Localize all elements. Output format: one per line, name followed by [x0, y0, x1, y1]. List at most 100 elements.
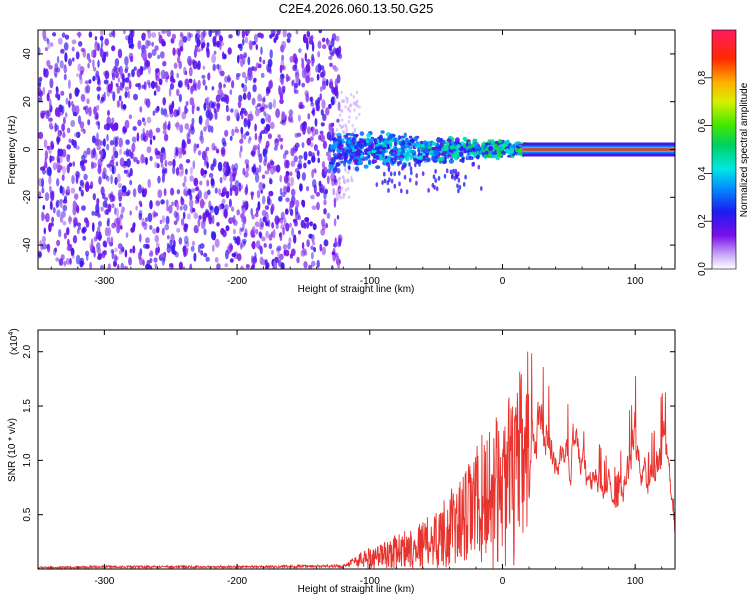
noise-cell — [288, 109, 294, 116]
noise-cell — [46, 243, 51, 253]
noise-cell — [168, 204, 173, 214]
noise-cell — [46, 59, 51, 67]
noise-cell — [312, 241, 316, 246]
noise-cell — [306, 239, 310, 248]
noise-cell — [64, 52, 68, 63]
noise-cell — [47, 40, 51, 50]
noise-cell — [193, 252, 197, 262]
signal-cell — [457, 177, 461, 183]
noise-cell — [320, 86, 323, 93]
signal-cell — [402, 164, 405, 170]
noise-cell — [277, 134, 281, 139]
noise-cell — [140, 153, 145, 164]
noise-cell — [41, 187, 45, 194]
noise-cell — [166, 235, 170, 240]
noise-cell — [222, 229, 227, 238]
noise-cell — [268, 177, 272, 185]
noise-cell — [240, 265, 244, 269]
noise-cell — [342, 130, 345, 134]
noise-cell — [150, 80, 156, 89]
noise-cell — [358, 105, 361, 109]
noise-cell — [128, 44, 133, 49]
signal-cell — [375, 182, 379, 188]
noise-cell — [265, 123, 271, 132]
noise-cell — [185, 101, 189, 106]
noise-cell — [55, 257, 60, 262]
snr-panel: -300 -200 -100 0 100 0.5 1.0 1.5 2.0 Height of s… — [7, 328, 676, 595]
noise-cell — [48, 175, 52, 185]
noise-cell — [170, 187, 175, 196]
noise-cell — [159, 219, 163, 225]
noise-cell — [207, 72, 211, 81]
noise-cell — [56, 164, 61, 170]
noise-cell — [233, 228, 236, 235]
noise-cell — [66, 245, 72, 252]
noise-cell — [192, 240, 195, 246]
noise-cell — [311, 205, 317, 211]
noise-cell — [344, 168, 347, 173]
noise-cell — [184, 105, 188, 115]
noise-cell — [190, 245, 195, 252]
noise-cell — [228, 34, 233, 39]
noise-cell — [249, 113, 254, 121]
noise-cell — [234, 180, 240, 188]
signal-cell — [374, 146, 380, 151]
noise-cell — [71, 104, 76, 114]
noise-cell — [62, 116, 66, 125]
noise-cell — [136, 132, 140, 142]
noise-cell — [306, 30, 311, 38]
noise-cell — [311, 126, 316, 137]
y-tick-label: 2.0 — [22, 344, 33, 358]
signal-cell — [349, 142, 354, 148]
noise-cell — [350, 178, 353, 182]
noise-cell — [335, 128, 339, 132]
noise-cell — [223, 208, 228, 219]
noise-cell — [82, 226, 87, 233]
noise-cell — [180, 196, 183, 202]
signal-cell — [367, 151, 371, 155]
noise-cell — [297, 114, 301, 122]
noise-cell — [181, 139, 186, 149]
noise-cell — [285, 73, 289, 83]
noise-cell — [104, 70, 110, 80]
noise-cell — [38, 96, 43, 103]
noise-cell — [147, 64, 151, 75]
noise-cell — [109, 140, 114, 146]
noise-cell — [321, 37, 326, 43]
noise-cell — [278, 232, 282, 238]
noise-cell — [288, 222, 293, 228]
noise-cell — [355, 90, 359, 95]
noise-cell — [80, 70, 84, 76]
signal-cell — [393, 171, 397, 177]
noise-cell — [320, 109, 324, 116]
noise-cell — [138, 251, 142, 261]
noise-cell — [190, 85, 195, 92]
signal-cell — [449, 169, 453, 175]
noise-cell — [160, 199, 165, 205]
signal-cell — [488, 147, 491, 151]
noise-cell — [203, 103, 207, 110]
noise-cell — [344, 105, 347, 109]
signal-cell — [346, 151, 352, 155]
signal-cell — [443, 173, 447, 179]
noise-cell — [274, 138, 279, 148]
noise-cell — [72, 161, 76, 167]
noise-cell — [280, 77, 284, 86]
noise-cell — [107, 263, 111, 269]
noise-cell — [196, 106, 200, 112]
noise-cell — [160, 107, 164, 116]
noise-cell — [129, 248, 133, 254]
noise-cell — [133, 93, 138, 101]
noise-cell — [182, 211, 186, 220]
noise-cell — [178, 80, 183, 88]
noise-cell — [159, 51, 165, 59]
noise-cell — [258, 153, 263, 164]
noise-cell — [103, 79, 109, 85]
signal-cell — [505, 140, 510, 145]
noise-cell — [281, 192, 286, 198]
noise-cell — [268, 190, 274, 197]
noise-cell — [229, 89, 233, 95]
noise-cell — [241, 107, 244, 113]
noise-cell — [214, 110, 218, 120]
